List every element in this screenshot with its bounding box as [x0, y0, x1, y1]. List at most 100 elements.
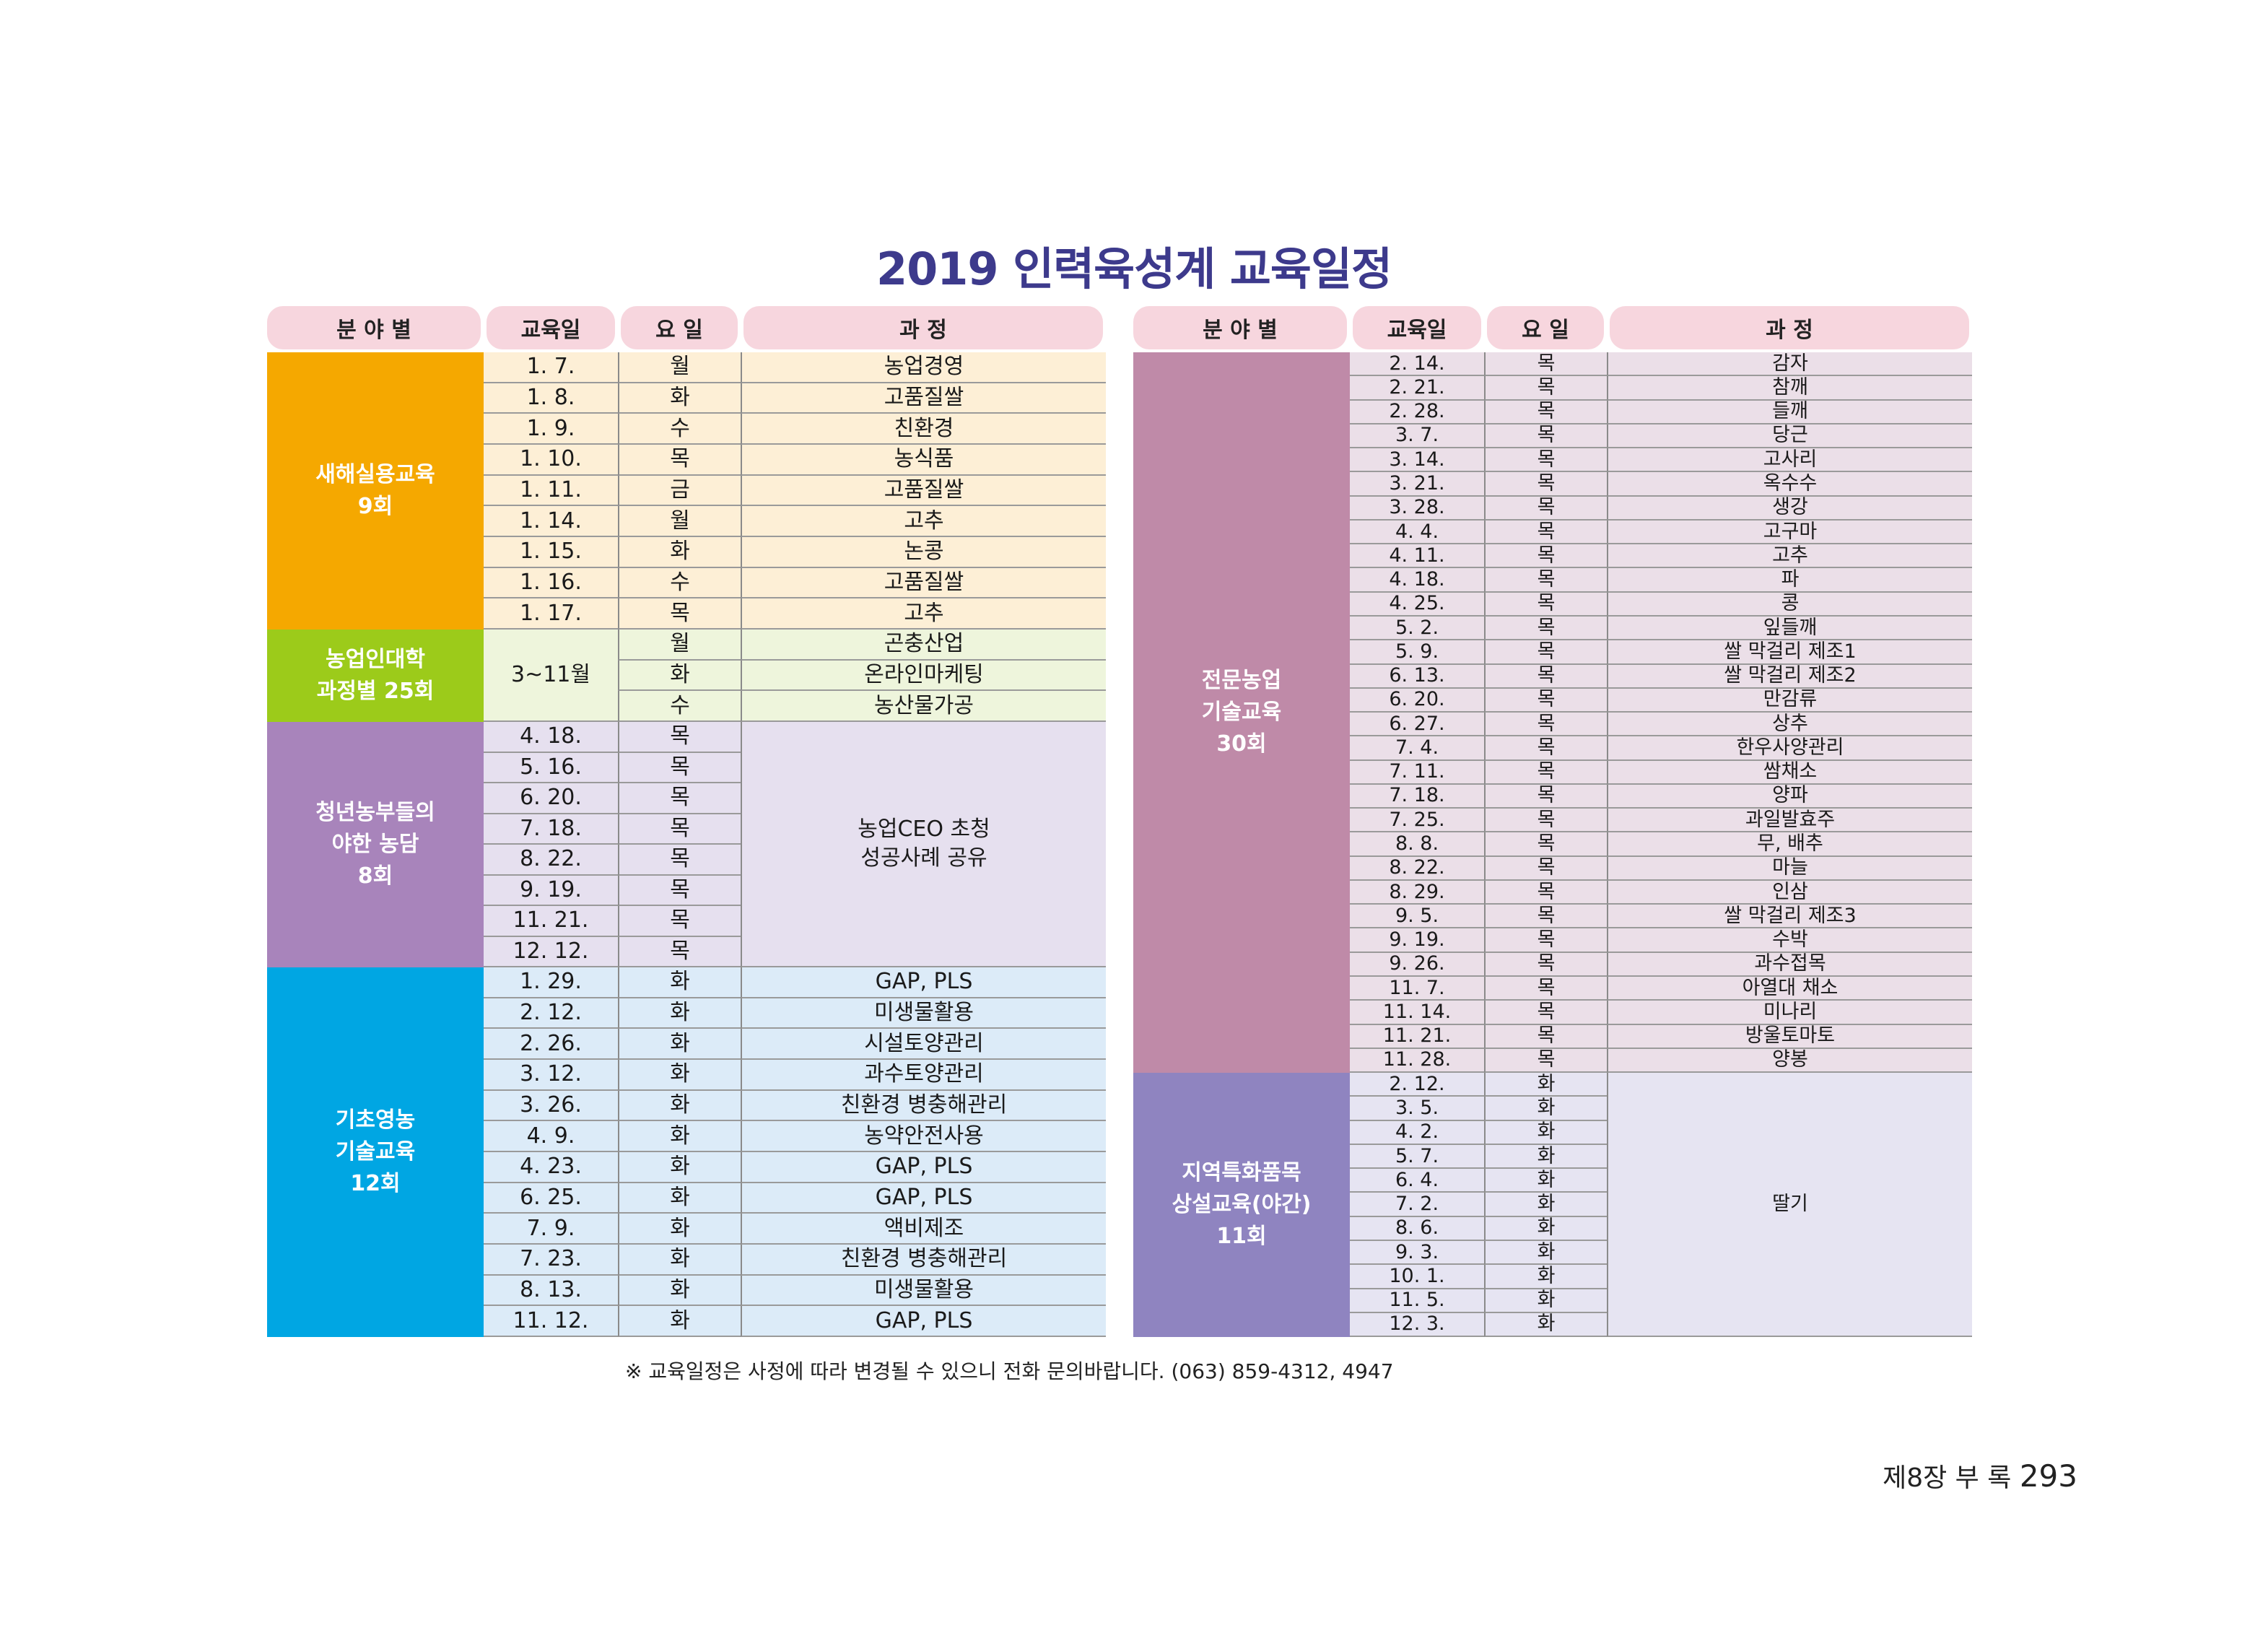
course-cell: 딸기 — [1607, 1073, 1972, 1338]
course-cell: 고추 — [1607, 544, 1972, 569]
date-cell: 8. 13. — [484, 1275, 618, 1307]
date-cell: 7. 25. — [1350, 809, 1484, 833]
day-cell: 목 — [1484, 352, 1607, 377]
date-cell: 8. 29. — [1350, 880, 1484, 905]
day-cell: 화 — [618, 1183, 741, 1214]
day-cell: 수 — [618, 567, 741, 599]
column-header: 과 정 — [1610, 306, 1969, 349]
date-cell: 11. 28. — [1350, 1048, 1484, 1074]
date-cell: 11. 12. — [484, 1306, 618, 1338]
date-cell: 11. 7. — [1350, 977, 1484, 1001]
date-cell: 2. 12. — [484, 998, 618, 1029]
date-cell: 1. 17. — [484, 598, 618, 630]
day-cell: 목 — [1484, 856, 1607, 881]
day-cell: 화 — [1484, 1240, 1607, 1266]
course-cell: 당근 — [1607, 424, 1972, 449]
date-cell: 4. 23. — [484, 1152, 618, 1183]
course-cell: 잎들깨 — [1607, 616, 1972, 641]
date-cell: 1. 14. — [484, 506, 618, 537]
day-cell: 목 — [1484, 664, 1607, 689]
day-cell: 목 — [1484, 640, 1607, 665]
section-label: 제8장 부 록 — [1883, 1463, 2012, 1493]
day-cell: 목 — [1484, 1001, 1607, 1025]
date-cell: 9. 19. — [484, 875, 618, 907]
column-header: 과 정 — [743, 306, 1103, 349]
course-cell: 농업CEO 초청 성공사례 공유 — [741, 722, 1106, 968]
day-cell: 화 — [618, 1029, 741, 1061]
date-cell: 5. 2. — [1350, 616, 1484, 641]
day-cell: 목 — [618, 875, 741, 907]
day-cell: 화 — [1484, 1216, 1607, 1241]
day-cell: 화 — [618, 660, 741, 692]
date-cell: 3. 26. — [484, 1090, 618, 1122]
day-cell: 목 — [618, 445, 741, 476]
date-cell: 4. 18. — [484, 722, 618, 753]
day-cell: 목 — [1484, 544, 1607, 569]
column-header: 분 야 별 — [267, 306, 481, 349]
date-cell: 5. 9. — [1350, 640, 1484, 665]
course-cell: 감자 — [1607, 352, 1972, 377]
course-cell: 농산물가공 — [741, 691, 1106, 723]
course-cell: 쌈채소 — [1607, 760, 1972, 785]
day-cell: 월 — [618, 630, 741, 661]
day-cell: 화 — [1484, 1120, 1607, 1145]
date-cell: 6. 20. — [1350, 688, 1484, 713]
course-cell: 농약안전사용 — [741, 1121, 1106, 1153]
day-cell: 목 — [1484, 905, 1607, 929]
category-label: 지역특화품목 상설교육(야간) 11회 — [1133, 1073, 1350, 1338]
course-cell: 수박 — [1607, 928, 1972, 953]
date-cell: 7. 9. — [484, 1214, 618, 1245]
course-cell: 고추 — [741, 506, 1106, 537]
day-cell: 화 — [618, 1060, 741, 1091]
course-cell: 시설토양관리 — [741, 1029, 1106, 1061]
course-cell: 미생물활용 — [741, 998, 1106, 1029]
date-cell: 8. 8. — [1350, 832, 1484, 857]
date-cell: 4. 25. — [1350, 592, 1484, 617]
date-cell: 1. 29. — [484, 967, 618, 998]
date-cell: 6. 13. — [1350, 664, 1484, 689]
day-cell: 화 — [618, 967, 741, 998]
day-cell: 목 — [1484, 1048, 1607, 1074]
day-cell: 화 — [618, 383, 741, 414]
category-label: 농업인대학 과정별 25회 — [267, 630, 484, 723]
page-title: 2019 인력육성계 교육일정 — [876, 243, 1392, 295]
day-cell: 목 — [1484, 736, 1607, 761]
page-footer: 제8장 부 록 293 — [1883, 1457, 2077, 1494]
date-cell: 1. 10. — [484, 445, 618, 476]
day-cell: 목 — [1484, 616, 1607, 641]
day-cell: 화 — [618, 998, 741, 1029]
course-cell: 방울토마토 — [1607, 1024, 1972, 1049]
day-cell: 월 — [618, 352, 741, 383]
course-cell: 만감류 — [1607, 688, 1972, 713]
date-cell: 1. 7. — [484, 352, 618, 383]
course-cell: GAP, PLS — [741, 1306, 1106, 1338]
date-cell: 2. 21. — [1350, 376, 1484, 401]
date-cell: 11. 21. — [1350, 1024, 1484, 1049]
date-cell: 9. 19. — [1350, 928, 1484, 953]
course-cell: GAP, PLS — [741, 1152, 1106, 1183]
day-cell: 목 — [1484, 688, 1607, 713]
day-cell: 목 — [618, 598, 741, 630]
date-cell: 7. 4. — [1350, 736, 1484, 761]
category-label: 전문농업 기술교육 30회 — [1133, 352, 1350, 1074]
footnote: ※ 교육일정은 사정에 따라 변경될 수 있으니 전화 문의바랍니다. (063… — [625, 1359, 1394, 1383]
date-cell: 5. 16. — [484, 752, 618, 784]
date-cell: 12. 3. — [1350, 1312, 1484, 1338]
day-cell: 목 — [1484, 760, 1607, 785]
date-cell: 1. 8. — [484, 383, 618, 414]
day-cell: 화 — [618, 1275, 741, 1307]
course-cell: 과수접목 — [1607, 952, 1972, 977]
column-header: 요 일 — [1487, 306, 1604, 349]
course-cell: 무, 배추 — [1607, 832, 1972, 857]
date-cell: 4. 2. — [1350, 1120, 1484, 1145]
course-cell: 농업경영 — [741, 352, 1106, 383]
course-cell: 아열대 채소 — [1607, 977, 1972, 1001]
date-cell: 1. 16. — [484, 567, 618, 599]
date-cell: 3~11월 — [484, 630, 618, 723]
day-cell: 화 — [1484, 1289, 1607, 1313]
day-cell: 목 — [618, 814, 741, 845]
course-cell: 양파 — [1607, 784, 1972, 809]
day-cell: 목 — [1484, 952, 1607, 977]
course-cell: 쌀 막걸리 제조3 — [1607, 905, 1972, 929]
course-cell: 과일발효주 — [1607, 809, 1972, 833]
